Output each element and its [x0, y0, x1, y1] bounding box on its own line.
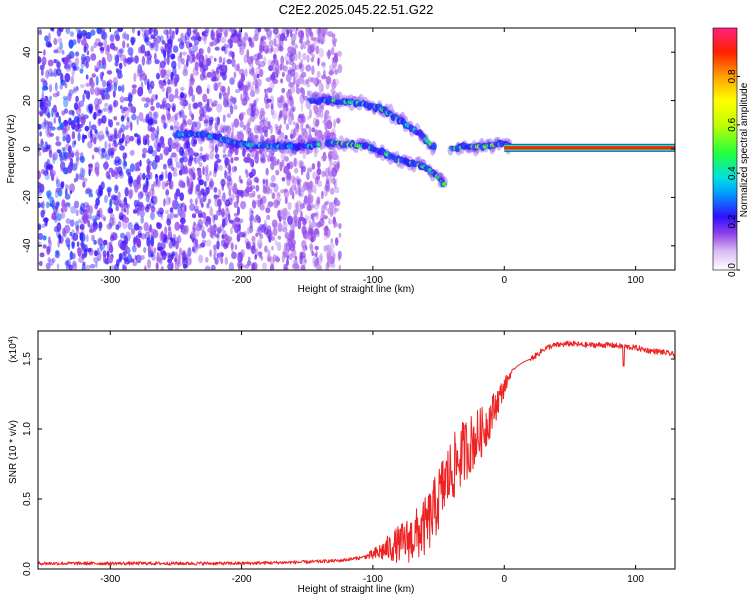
spectral-track [172, 125, 322, 157]
bottom-y-tick-label: 1.5 [22, 352, 33, 366]
top-x-tick-label: -200 [232, 275, 252, 286]
top-y-tick-label: -20 [22, 190, 33, 205]
bottom-y-tick-label: 0.5 [22, 492, 33, 506]
colorbar-tick-label: 0.6 [727, 117, 738, 131]
bottom-x-tick-label: -100 [363, 574, 383, 585]
snr-series [38, 340, 675, 566]
figure-title: C2E2.2025.045.22.51.G22 [279, 2, 434, 17]
plot-area-bottom [38, 331, 675, 569]
snr-line [38, 340, 675, 566]
colorbar-tick-label: 0.8 [727, 69, 738, 83]
top-x-tick-label: 0 [501, 275, 507, 286]
bottom-y-tick-label: 1.0 [22, 422, 33, 436]
colorbar-tick-label: 0.0 [727, 263, 738, 277]
bottom-x-tick-label: -200 [232, 574, 252, 585]
top-x-tick-label: -300 [100, 275, 120, 286]
top-y-axis-label: Frequency (Hz) [6, 115, 17, 184]
steady-carrier-line [504, 143, 675, 152]
y-multiplier-label: (x104) [8, 336, 20, 363]
bottom-x-tick-label: 100 [627, 574, 644, 585]
colorbar-tick-label: 0.2 [727, 214, 738, 228]
colorbar-tick-label: 0.4 [727, 166, 738, 180]
colorbar-label: Normalized spectral amplitude [739, 82, 750, 217]
snr-panel: -300 -200 -100 0 100 0.0 0.5 1.0 1.5 Height of … [8, 330, 676, 595]
top-x-axis-label: Height of straight line (km) [298, 284, 415, 295]
bottom-y-tick-label: 0.0 [22, 562, 33, 576]
bottom-y-axis-label: SNR (10 * v/v) [8, 420, 19, 484]
top-x-tick-label: -100 [363, 275, 383, 286]
plot-frame-bottom [37, 330, 676, 570]
colorbar-ticks: 0.0 0.2 0.4 0.6 0.8 [727, 69, 740, 277]
top-x-tick-label: 100 [627, 275, 644, 286]
bottom-y-ticks: 0.0 0.5 1.0 1.5 [22, 352, 675, 576]
noise-field [38, 28, 343, 270]
bottom-x-tick-label: 0 [501, 574, 507, 585]
spectrogram-heat [38, 28, 675, 270]
top-y-tick-label: 40 [22, 46, 33, 58]
colorbar-ramp [712, 27, 738, 271]
top-y-tick-label: 20 [22, 95, 33, 107]
bottom-x-tick-label: -300 [100, 574, 120, 585]
spectral-track [324, 135, 448, 188]
bottom-x-ticks: -300 -200 -100 0 100 [100, 331, 644, 585]
colorbar: 0.0 0.2 0.4 0.6 0.8 Normalized spectral ampl… [712, 27, 750, 277]
top-x-ticks: -300 -200 -100 0 100 [100, 28, 644, 286]
bottom-x-axis-label: Height of straight line (km) [298, 584, 415, 595]
spectral-track [305, 91, 437, 156]
top-y-ticks: -40 -20 0 20 40 [22, 46, 675, 253]
top-y-tick-label: 0 [22, 146, 33, 152]
spectral-track [447, 136, 513, 157]
top-y-tick-label: -40 [22, 238, 33, 253]
